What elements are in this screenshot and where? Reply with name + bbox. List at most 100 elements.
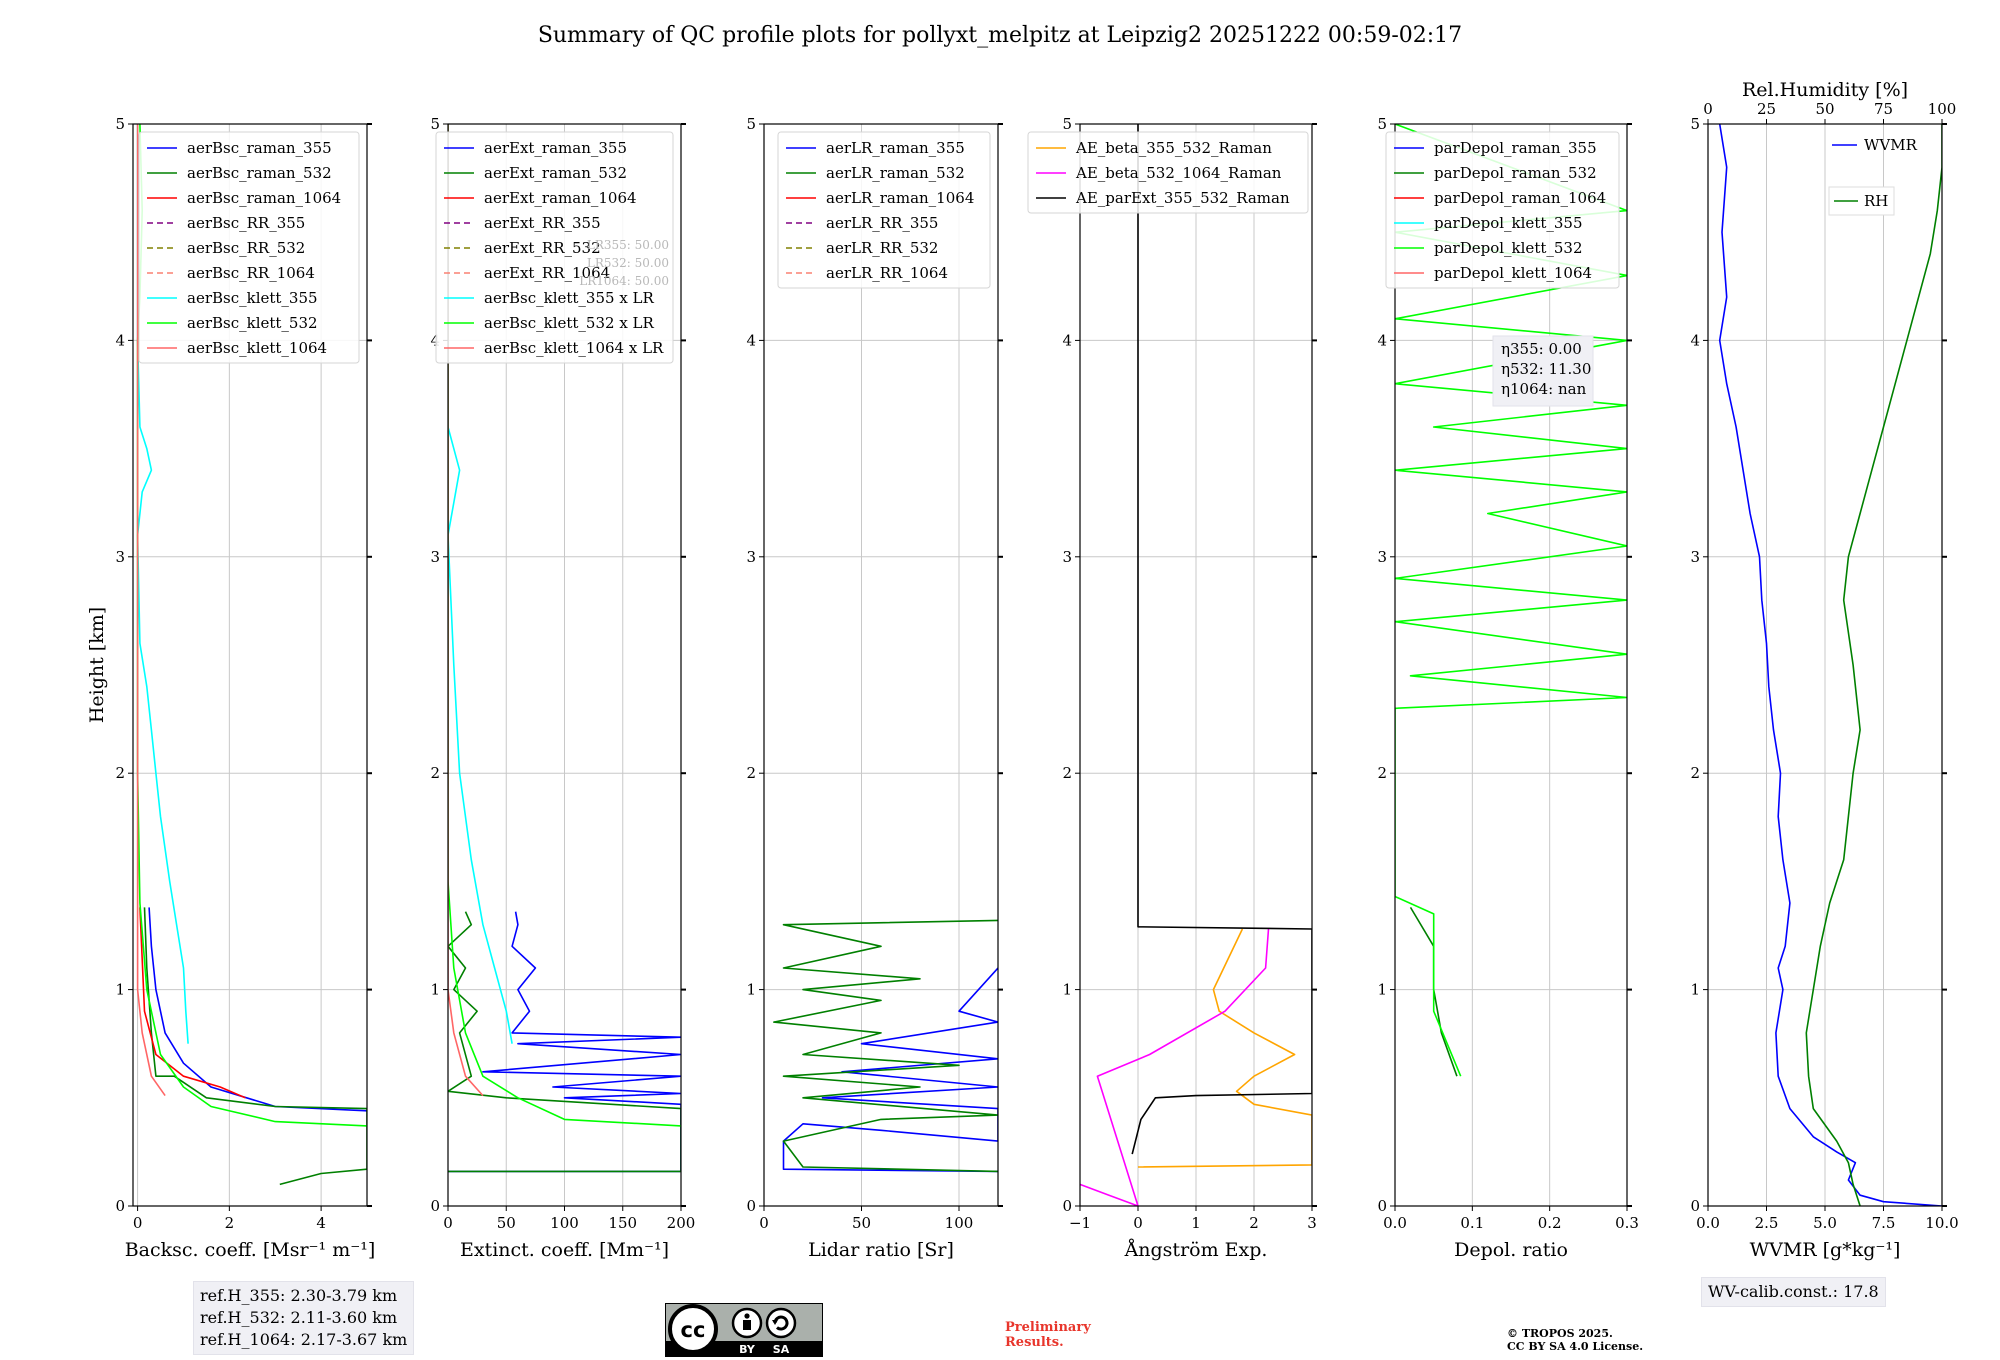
lr-value: LR532: 50.00 [587, 256, 669, 270]
y-tick-label: 0 [1062, 1197, 1072, 1215]
y-tick-label: 3 [746, 548, 756, 566]
y-tick-label: 5 [746, 115, 756, 133]
series-group [773, 919, 998, 1173]
y-tick-label: 0 [115, 1197, 125, 1215]
series-line-aerbsc-klett-1064-x-lr [448, 124, 484, 1097]
copyright-line-2: CC BY SA 4.0 License. [1507, 1340, 1644, 1353]
legend-frame [435, 131, 674, 364]
axes-frame [132, 123, 368, 1207]
x-tick-label: 0 [443, 1214, 453, 1232]
lr-box: LR355: 50.00 LR532: 50.00 LR1064: 50.00 [579, 238, 669, 288]
y-tick-label: 0 [746, 1197, 756, 1215]
top-tick-label: 25 [1757, 100, 1776, 118]
x-axis-label: Backsc. coeff. [Msr⁻¹ m⁻¹] [125, 1239, 376, 1261]
y-tick-label: 0 [1377, 1197, 1387, 1215]
y-tick-label: 1 [1690, 981, 1700, 999]
x-tick-label: 0.3 [1615, 1214, 1639, 1232]
preliminary-line-1: Preliminary [1005, 1320, 1091, 1335]
x-tick-label: 7.5 [1872, 1214, 1896, 1232]
x-tick-label: 200 [667, 1214, 696, 1232]
legend-entry: aerLR_RR_355 [826, 214, 938, 232]
x-tick-label: 5.0 [1813, 1214, 1837, 1232]
x-axis-label: WVMR [g*kg⁻¹] [1750, 1239, 1901, 1261]
legend-rh: RH [1828, 186, 1895, 216]
x-tick-label: 3 [1307, 1214, 1317, 1232]
svg-text:cc: cc [681, 1318, 706, 1342]
series-line-aerlr-raman-532 [773, 919, 998, 1173]
top-tick-label: 100 [1928, 100, 1957, 118]
legend-entry: aerLR_raman_1064 [826, 189, 974, 207]
x-tick-label: 0.0 [1383, 1214, 1407, 1232]
y-tick-label: 5 [430, 115, 440, 133]
y-tick-label: 3 [1062, 548, 1072, 566]
axes-frame [763, 123, 999, 1207]
series-group [1718, 124, 1942, 1206]
legend-entry: aerBsc_raman_1064 [187, 189, 341, 207]
y-tick-label: 4 [1690, 331, 1700, 349]
legend-frame [777, 131, 991, 289]
y-tick-label: 5 [115, 115, 125, 133]
legend-wvmr: WVMR [1832, 136, 1918, 154]
legend-entry: aerExt_RR_355 [484, 214, 601, 232]
x-tick-label: 2 [225, 1214, 235, 1232]
legend-entry: aerBsc_raman_355 [187, 139, 332, 157]
series-line-pardepol-klett-532 [1395, 124, 1627, 1077]
legend-label: WVMR [1864, 136, 1918, 154]
legend-entry: parDepol_raman_532 [1434, 164, 1597, 182]
series-line-ae-parext-355-532-raman [1131, 124, 1312, 1155]
legend-entry: AE_parExt_355_532_Raman [1075, 189, 1290, 207]
legend-label: RH [1864, 192, 1888, 210]
series-line-rh [1805, 124, 1942, 1206]
panel-ext: 0 50 100 150 200 0 1 2 3 4 5 Extinct. coeff. [Mm⁻¹]… [430, 115, 695, 1261]
y-tick-label: 2 [1062, 764, 1072, 782]
top-tick-label: 0 [1703, 100, 1713, 118]
top-axis-label: Rel.Humidity [%] [1742, 79, 1908, 101]
series-group [1080, 124, 1312, 1206]
y-tick-label: 0 [430, 1197, 440, 1215]
legend-entry: aerExt_raman_355 [484, 139, 627, 157]
legend-entry: aerExt_raman_532 [484, 164, 627, 182]
series-group [448, 124, 681, 1173]
lr-value: LR1064: 50.00 [579, 274, 669, 288]
series-line-aerext-raman-532 [448, 911, 681, 1173]
x-tick-label: 0 [1133, 1214, 1143, 1232]
legend-entry: aerExt_RR_532 [484, 239, 601, 257]
legend-frame [138, 131, 360, 364]
copyright-note: © TROPOS 2025. CC BY SA 4.0 License. [1507, 1327, 1643, 1353]
y-tick-label: 0 [1690, 1197, 1700, 1215]
legend-entry: parDepol_klett_1064 [1434, 264, 1592, 282]
cc-license-badge: cc BY SA [665, 1303, 823, 1357]
axes-frame [1394, 123, 1628, 1207]
cc-by-label: BY [739, 1343, 756, 1356]
top-tick-label: 50 [1815, 100, 1834, 118]
y-tick-label: 4 [430, 331, 440, 349]
legend-frame [1027, 131, 1309, 214]
refh-1064: ref.H_1064: 2.17-3.67 km [200, 1330, 408, 1349]
legend: aerLR_raman_355 aerLR_raman_532 aerLR_rama… [777, 131, 991, 289]
legend-entry: aerBsc_klett_355 x LR [484, 289, 655, 307]
x-tick-label: 0 [133, 1214, 143, 1232]
legend-entry: AE_beta_532_1064_Raman [1075, 164, 1282, 182]
y-tick-label: 4 [1377, 331, 1387, 349]
x-axis-label: Extinct. coeff. [Mm⁻¹] [460, 1239, 669, 1261]
x-axis-label: Depol. ratio [1454, 1239, 1568, 1261]
legend-entry: parDepol_raman_355 [1434, 139, 1597, 157]
y-tick-label: 5 [1377, 115, 1387, 133]
x-tick-label: 50 [497, 1214, 516, 1232]
y-tick-label: 3 [115, 548, 125, 566]
x-tick-label: 100 [945, 1214, 974, 1232]
cc-sa-label: SA [773, 1343, 790, 1356]
legend-entry: aerBsc_klett_1064 x LR [484, 339, 664, 357]
wv-calibration-box: WV-calib.const.: 17.8 [1701, 1277, 1886, 1307]
y-tick-label: 2 [1690, 764, 1700, 782]
series-line-ae-beta-532-1064-raman [1080, 928, 1270, 1206]
sa-share-icon [765, 1307, 797, 1339]
copyright-line-1: © TROPOS 2025. [1507, 1327, 1613, 1340]
x-tick-label: 150 [608, 1214, 637, 1232]
legend: parDepol_raman_355 parDepol_raman_532 parD… [1385, 131, 1620, 289]
legend: aerBsc_raman_355 aerBsc_raman_532 aerBsc_r… [138, 131, 360, 364]
y-tick-label: 5 [1690, 115, 1700, 133]
x-tick-label: 0 [759, 1214, 769, 1232]
eta-box: η355: 0.00 η532: 11.30 η1064: nan [1492, 335, 1594, 407]
y-tick-label: 3 [1690, 548, 1700, 566]
